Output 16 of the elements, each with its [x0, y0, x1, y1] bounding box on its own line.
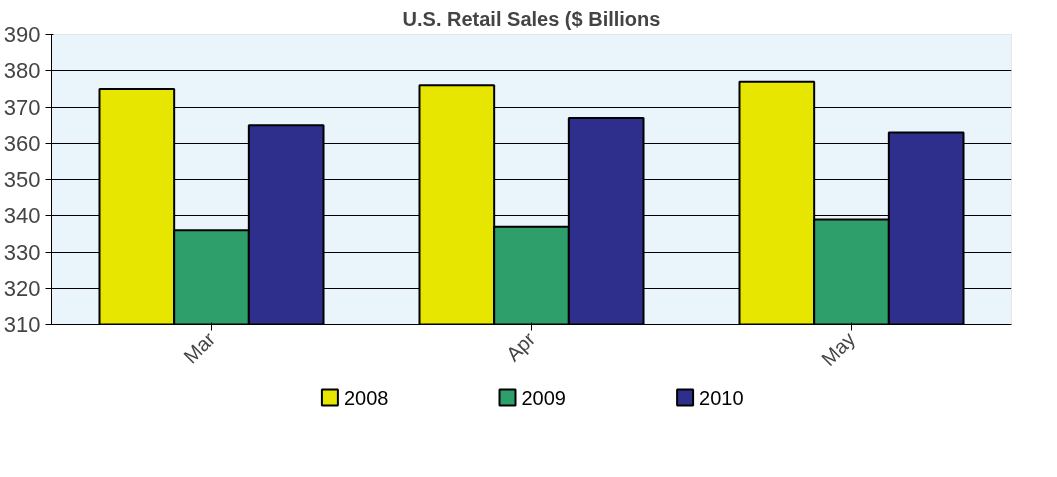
- x-tick-label: Mar: [179, 327, 220, 368]
- y-tick-label: 390: [3, 22, 41, 47]
- y-tick-label: 370: [3, 94, 41, 120]
- y-tick-label: 350: [3, 167, 41, 192]
- x-tick-label: May: [817, 327, 860, 370]
- legend-label: 2009: [521, 386, 566, 409]
- y-tick-label: 360: [3, 130, 41, 156]
- legend-label: 2010: [699, 386, 744, 409]
- chart-title: U.S. Retail Sales ($ Billions: [402, 7, 661, 30]
- y-tick-label: 380: [3, 58, 41, 84]
- x-tick-label: Apr: [501, 327, 540, 366]
- y-tick-label: 310: [3, 312, 41, 337]
- y-tick-label: 340: [3, 203, 41, 229]
- legend-label: 2008: [343, 386, 389, 409]
- y-tick-label: 330: [3, 239, 41, 265]
- y-tick-label: 320: [3, 275, 41, 301]
